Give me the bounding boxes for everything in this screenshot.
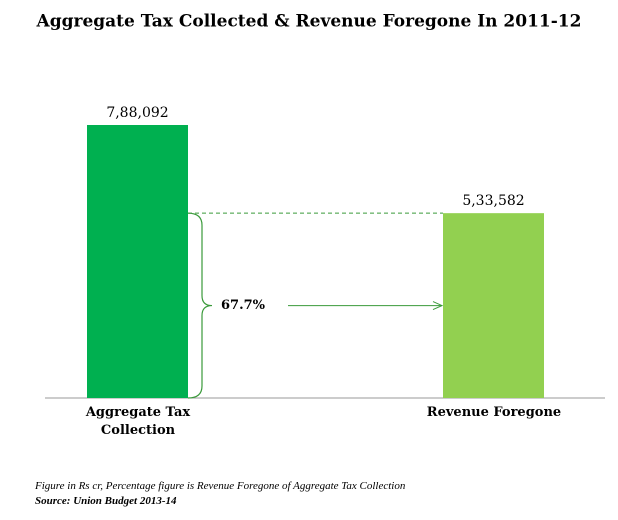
- value-label: 5,33,582: [462, 193, 524, 209]
- brace: [187, 212, 213, 399]
- bar: [443, 213, 544, 398]
- bar: [87, 125, 188, 398]
- source: Source: Union Budget 2013-14: [35, 495, 177, 507]
- note: Figure in Rs cr, Percentage figure is Re…: [35, 480, 406, 492]
- x-tick-label: Revenue Foregone: [426, 405, 562, 420]
- chart-title: Aggregate Tax Collected & Revenue Forego…: [36, 12, 582, 32]
- x-tick-label: Aggregate Tax Collection: [85, 405, 191, 438]
- arrow-head: [432, 301, 444, 311]
- annotation: 67.7%: [221, 298, 266, 313]
- value-label: 7,88,092: [106, 105, 168, 121]
